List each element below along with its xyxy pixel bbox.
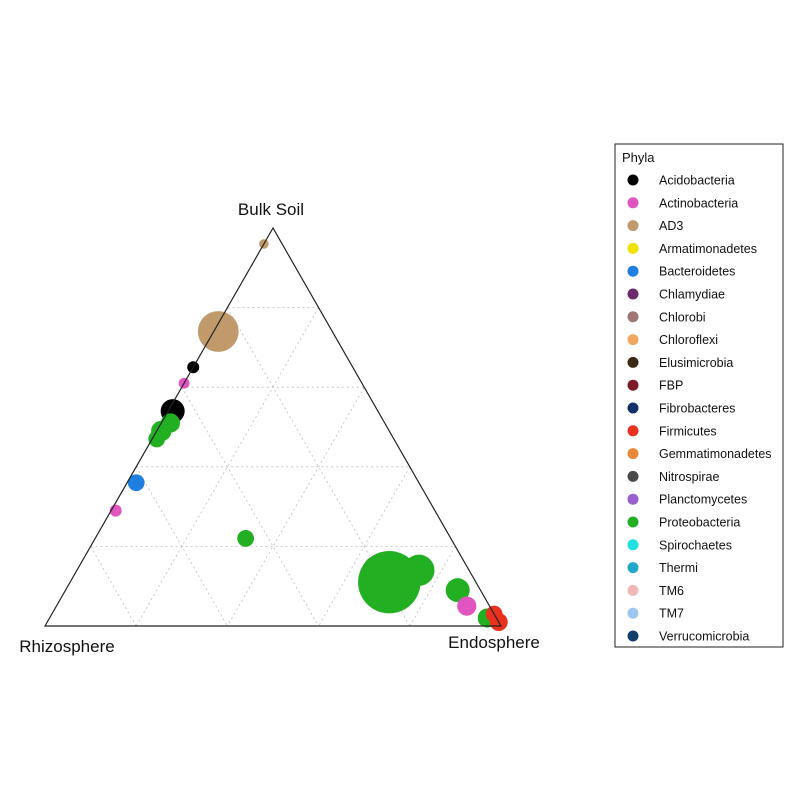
legend-swatch xyxy=(627,379,639,391)
legend-label: Fibrobacteres xyxy=(659,402,735,416)
legend-swatch xyxy=(627,197,639,209)
legend-label: Thermi xyxy=(659,561,698,575)
data-point xyxy=(403,554,435,586)
legend-box xyxy=(614,143,784,648)
ternary-triangle-frame xyxy=(43,226,503,627)
legend-swatch xyxy=(627,288,639,300)
legend-label: Chlorobi xyxy=(659,310,706,324)
data-point xyxy=(148,430,166,448)
legend-label: Firmicutes xyxy=(659,424,717,438)
grid-line-rhizo xyxy=(181,387,319,627)
legend-label: Spirochaetes xyxy=(659,538,732,552)
grid-line-endo xyxy=(409,546,456,627)
legend-label: Bacteroidetes xyxy=(659,265,735,279)
legend-swatch xyxy=(627,539,639,551)
data-point xyxy=(160,413,180,433)
legend-swatch xyxy=(627,356,639,368)
legend-label: AD3 xyxy=(659,219,683,233)
legend-swatch xyxy=(627,448,639,460)
legend-swatch xyxy=(627,220,639,232)
vertex-label-left: Rhizosphere xyxy=(19,637,114,656)
grid-line-endo xyxy=(318,466,411,627)
legend-label: Verrucomicrobia xyxy=(659,630,749,644)
legend-label: Armatimonadetes xyxy=(659,242,757,256)
legend-swatch xyxy=(627,174,639,186)
vertex-label-right: Endosphere xyxy=(448,633,540,652)
vertex-label-top: Bulk Soil xyxy=(238,200,304,219)
legend-swatch xyxy=(627,402,639,414)
legend-swatch xyxy=(627,311,639,323)
grid-line-endo xyxy=(135,307,319,627)
data-point xyxy=(237,530,255,547)
legend-swatch xyxy=(627,607,639,619)
data-point xyxy=(445,578,470,603)
legend-swatch xyxy=(627,584,639,596)
legend-label: Planctomycetes xyxy=(659,493,747,507)
legend-label: TM6 xyxy=(659,584,684,598)
data-point xyxy=(362,555,393,586)
legend-swatch xyxy=(627,265,639,277)
legend-label: Acidobacteria xyxy=(659,174,735,188)
legend-label: Proteobacteria xyxy=(659,516,740,530)
legend-swatch xyxy=(627,516,639,528)
legend-label: Chloroflexi xyxy=(659,333,718,347)
legend-label: Elusimicrobia xyxy=(659,356,733,370)
data-point xyxy=(127,474,145,492)
legend-title: Phyla xyxy=(622,150,655,165)
legend-label: Actinobacteria xyxy=(659,196,738,210)
legend-label: Nitrospirae xyxy=(659,470,719,484)
legend-label: Gemmatimonadetes xyxy=(659,447,772,461)
legend-swatch xyxy=(627,334,639,346)
data-point xyxy=(457,596,477,616)
grid-line-endo xyxy=(227,387,365,627)
data-points xyxy=(109,239,508,632)
legend-label: Chlamydiae xyxy=(659,288,725,302)
data-point xyxy=(197,311,239,352)
grid-line-rhizo xyxy=(90,546,137,627)
legend-swatch xyxy=(627,630,639,642)
legend-label: TM7 xyxy=(659,607,684,621)
legend-label: FBP xyxy=(659,379,683,393)
legend-swatch xyxy=(627,242,639,254)
legend-swatch xyxy=(627,470,639,482)
grid-line-rhizo xyxy=(135,466,228,627)
legend-swatch xyxy=(627,493,639,505)
legend-swatch xyxy=(627,425,639,437)
legend-swatch xyxy=(627,562,639,574)
legend: Phyla Acidobacteria Actinobacteria AD3 Arma… xyxy=(614,143,784,648)
